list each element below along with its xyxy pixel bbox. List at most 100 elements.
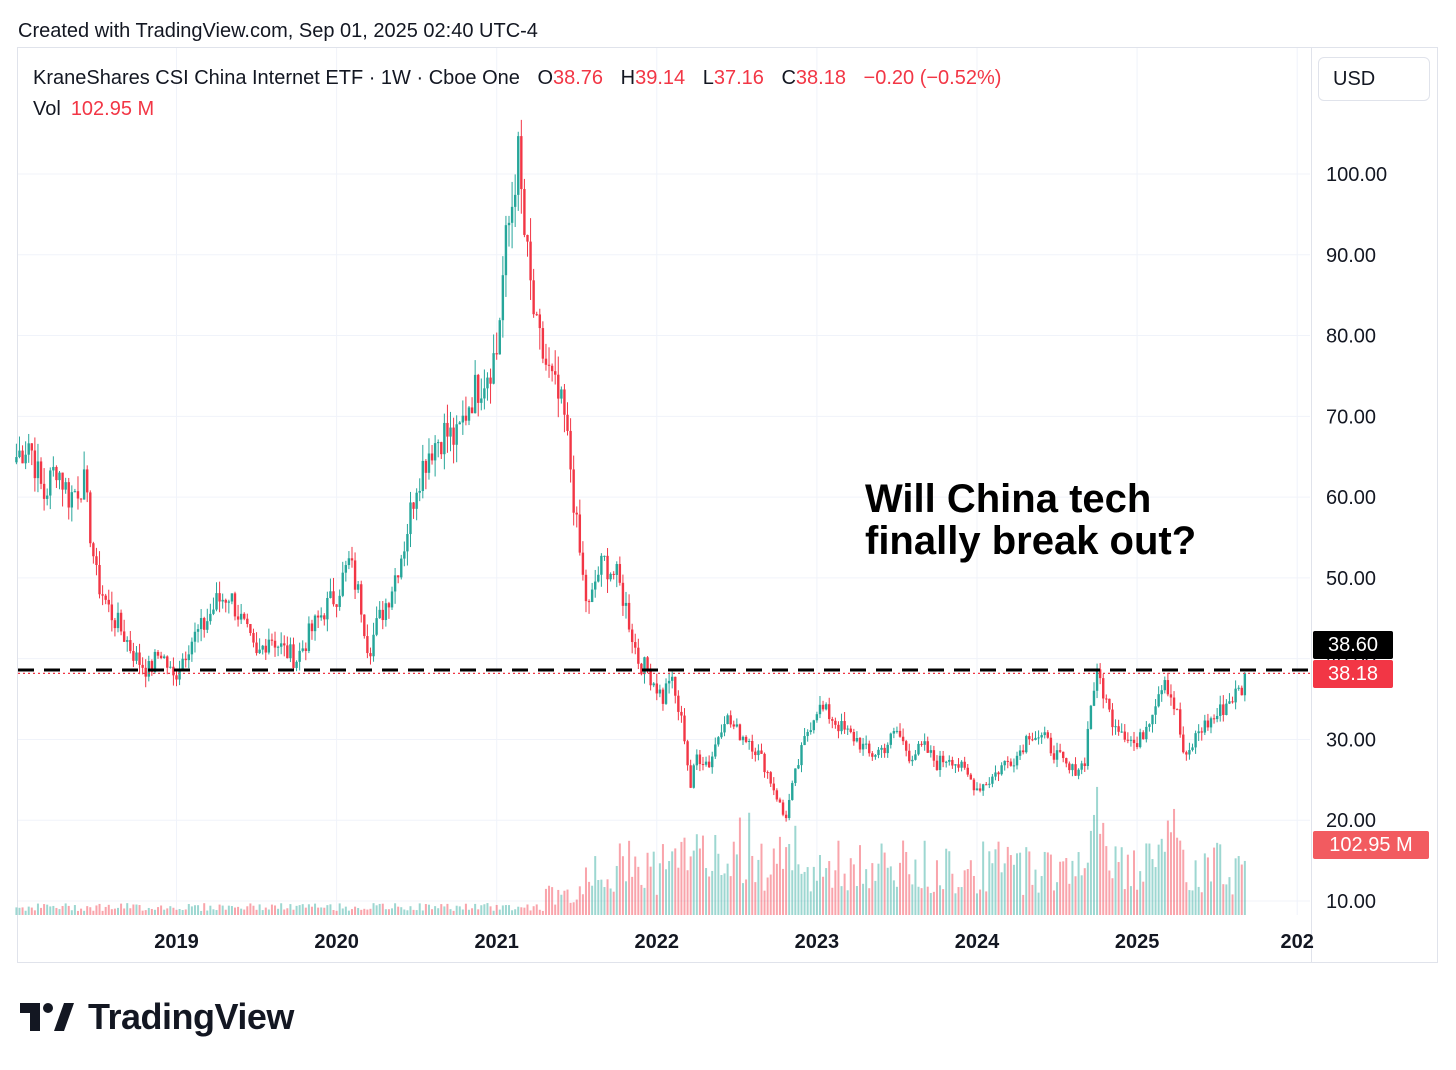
candle-body (630, 629, 634, 643)
candle-body (985, 784, 988, 786)
candle-body (852, 731, 856, 742)
candle-body (1243, 673, 1247, 696)
candle-body (834, 720, 837, 725)
candle-body (523, 189, 526, 235)
candle-body (126, 640, 129, 642)
volume-bar (935, 860, 938, 915)
candle-body (153, 651, 157, 672)
volume-bar (566, 889, 569, 915)
candle-body (1231, 701, 1234, 703)
candle-body (600, 555, 603, 575)
volume-bar (911, 884, 914, 915)
candle-body (64, 482, 67, 490)
candle-body (107, 599, 110, 605)
volume-bar (511, 910, 514, 915)
volume-bar (286, 908, 289, 915)
volume-bar (717, 853, 720, 915)
candle-body (206, 621, 209, 630)
volume-bar (514, 909, 517, 915)
volume-bar (532, 906, 535, 915)
candle-body (1071, 764, 1074, 771)
volume-bar (1173, 808, 1176, 915)
volume-bar (806, 867, 809, 915)
volume-bar (418, 903, 421, 915)
candle-body (384, 603, 388, 621)
symbol-name[interactable]: KraneShares CSI China Internet ETF · 1W … (33, 67, 520, 89)
volume-bar (277, 908, 280, 915)
candle-body (658, 689, 662, 694)
tradingview-brand[interactable]: TradingView (20, 995, 294, 1039)
volume-bar (197, 905, 200, 915)
volume-bar (341, 908, 344, 915)
volume-bar (369, 908, 372, 915)
volume-bar (862, 883, 865, 915)
candle-body (680, 711, 683, 716)
candle-body (1185, 752, 1188, 755)
volume-bar (803, 871, 806, 915)
price-axis-divider (1311, 48, 1312, 963)
candle-body (560, 389, 563, 399)
volume-bar (477, 909, 480, 915)
volume-bar (1157, 844, 1160, 915)
candle-body (86, 469, 89, 493)
candle-body (732, 724, 735, 727)
volume-bar (366, 909, 369, 915)
candle-body (926, 741, 929, 753)
candle-body (292, 644, 295, 668)
volume-bar (809, 891, 812, 915)
volume-bar (246, 906, 249, 915)
candle-body (963, 761, 966, 768)
volume-bar (594, 856, 597, 915)
price-axis: 10.0020.0030.0040.0050.0060.0070.0080.00… (1326, 164, 1387, 913)
candle-body (366, 636, 369, 654)
volume-bar (932, 891, 935, 915)
volume-bar (135, 904, 138, 915)
volume-bar (160, 905, 163, 915)
candle-body (784, 814, 788, 819)
y-tick-label: 60.00 (1326, 487, 1376, 509)
currency-button[interactable]: USD (1318, 57, 1430, 101)
candle-body (587, 601, 591, 603)
volume-bar (1166, 820, 1169, 915)
volume-bar (153, 909, 156, 915)
volume-bar (581, 894, 584, 915)
volume-bar (1003, 863, 1006, 915)
volume-bar (486, 903, 489, 915)
candle-body (824, 704, 828, 710)
volume-bar (1031, 884, 1034, 915)
candle-body (988, 783, 991, 785)
volume-bar (618, 843, 621, 915)
volume-bar (452, 910, 455, 915)
volume-bar (834, 870, 837, 915)
candle-body (698, 754, 702, 765)
volume-bar (815, 880, 818, 915)
volume-bar (1182, 849, 1185, 915)
candle-body (609, 573, 612, 580)
volume-bar (782, 868, 785, 915)
candle-body (393, 575, 397, 592)
volume-bar (1243, 860, 1246, 915)
candle-body (455, 424, 458, 445)
volume-bar (1065, 858, 1068, 915)
candle-body (1222, 704, 1225, 715)
candle-body (42, 483, 46, 499)
candle-body (24, 454, 27, 464)
y-tick-label: 50.00 (1326, 568, 1376, 590)
candle-body (670, 676, 674, 681)
symbol-legend: KraneShares CSI China Internet ETF · 1W … (33, 67, 1001, 90)
candle-body (787, 799, 791, 819)
volume-bar (1071, 860, 1074, 915)
candle-body (575, 512, 578, 515)
volume-bar (966, 869, 969, 915)
volume-bar (446, 903, 449, 915)
volume-bar (1086, 862, 1089, 915)
volume-bar (329, 904, 332, 915)
candle-body (578, 514, 582, 553)
volume-bar (120, 903, 123, 915)
volume-bar (757, 859, 760, 915)
candle-body (818, 704, 822, 715)
volume-bar (908, 874, 911, 915)
candle-body (590, 589, 594, 602)
volume-bar (412, 909, 415, 915)
